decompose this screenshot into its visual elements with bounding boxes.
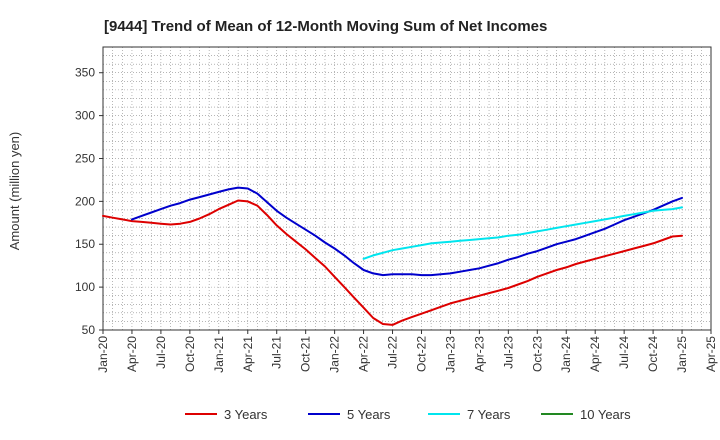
x-axis-ticks: Jan-20 Apr-20 Jul-20 Oct-20 Jan-21 Apr-21 Jul-…	[96, 330, 718, 373]
x-tick-label: Oct-21	[299, 336, 313, 372]
y-tick-label: 150	[75, 237, 95, 251]
series-line-3-years	[102, 199, 683, 326]
x-tick-label: Apr-21	[241, 336, 255, 372]
y-axis-label: Amount (million yen)	[7, 132, 22, 251]
x-tick-label: Oct-22	[414, 336, 428, 372]
series-line-7-years	[362, 206, 683, 260]
x-tick-label: Jul-22	[386, 336, 400, 369]
plot-frame	[102, 46, 712, 331]
x-tick-label: Apr-24	[588, 336, 602, 372]
legend-label: 10 Years	[580, 407, 631, 422]
y-tick-label: 250	[75, 151, 95, 165]
x-tick-label: Oct-20	[183, 336, 197, 372]
x-tick-label: Jan-21	[212, 336, 226, 373]
chart-title: [9444] Trend of Mean of 12-Month Moving …	[104, 18, 547, 35]
x-tick-label: Jan-20	[96, 336, 110, 373]
x-tick-label: Jul-24	[617, 336, 631, 369]
x-tick-label: Jul-20	[154, 336, 168, 369]
x-tick-label: Apr-22	[357, 336, 371, 372]
y-tick-label: 300	[75, 109, 95, 123]
x-tick-label: Apr-25	[704, 336, 718, 372]
x-tick-label: Oct-23	[530, 336, 544, 372]
series-line-5-years	[131, 186, 683, 277]
y-axis-ticks: 50 100 150 200 250 300 350	[75, 66, 103, 337]
plot-area	[102, 46, 712, 331]
y-tick-label: 200	[75, 194, 95, 208]
legend-label: 3 Years	[224, 407, 268, 422]
x-tick-label: Jul-21	[270, 336, 284, 369]
legend: 3 Years 5 Years 7 Years 10 Years	[185, 407, 631, 422]
x-tick-label: Oct-24	[646, 336, 660, 372]
y-tick-label: 100	[75, 280, 95, 294]
x-tick-label: Jan-22	[328, 336, 342, 373]
x-tick-label: Jan-23	[443, 336, 457, 373]
series-layer	[102, 186, 683, 326]
x-tick-label: Jul-23	[501, 336, 515, 369]
y-tick-label: 50	[82, 323, 96, 337]
legend-label: 5 Years	[347, 407, 391, 422]
legend-label: 7 Years	[467, 407, 511, 422]
x-tick-label: Jan-25	[675, 336, 689, 373]
x-tick-label: Apr-23	[472, 336, 486, 372]
y-tick-label: 350	[75, 66, 95, 80]
plot-background	[103, 47, 711, 330]
x-tick-label: Jan-24	[559, 336, 573, 373]
x-tick-label: Apr-20	[125, 336, 139, 372]
